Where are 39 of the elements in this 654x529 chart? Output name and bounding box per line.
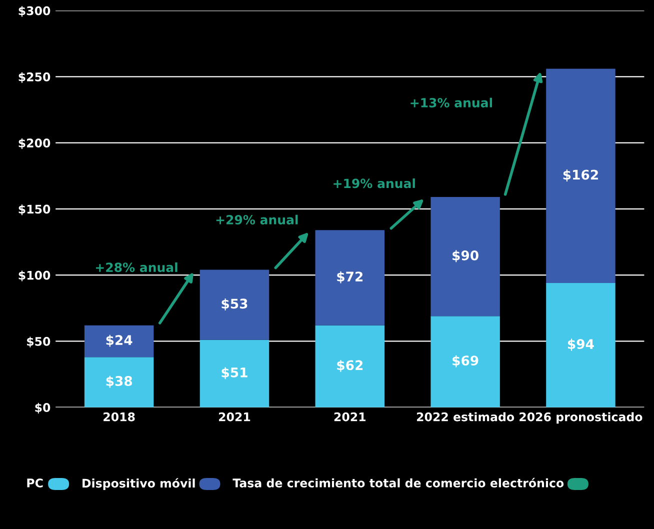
x-tick-label: 2018 bbox=[104, 412, 135, 422]
y-tick-label: $250 bbox=[18, 72, 50, 83]
y-tick-label: $300 bbox=[18, 6, 50, 17]
annotation: +13% anual bbox=[410, 98, 492, 108]
data-label: $90 bbox=[452, 250, 478, 262]
y-tick-label: $200 bbox=[18, 138, 50, 150]
data-label: $94 bbox=[568, 338, 594, 351]
data-label: $24 bbox=[106, 334, 132, 347]
y-tick-label: $0 bbox=[35, 402, 50, 414]
x-tick-label: 2022 estimado bbox=[416, 412, 514, 422]
legend-label: PC bbox=[27, 478, 43, 488]
bar bbox=[315, 325, 385, 408]
bar bbox=[546, 283, 616, 408]
bar bbox=[84, 325, 154, 358]
bar bbox=[546, 68, 616, 284]
bar bbox=[200, 340, 270, 408]
bar bbox=[200, 270, 270, 340]
data-label: $62 bbox=[337, 360, 363, 372]
y-tick-label: $150 bbox=[18, 204, 50, 216]
annotation: +19% anual bbox=[334, 178, 415, 188]
data-label: $53 bbox=[222, 298, 248, 310]
data-label: $72 bbox=[337, 271, 363, 284]
text: Tasa de crecimiento total de comercio electrónico bbox=[232, 478, 564, 488]
data-label: $69 bbox=[452, 355, 478, 368]
x-tick-label: 2021 bbox=[334, 412, 366, 422]
bar bbox=[315, 230, 385, 326]
annotation: +29% anual bbox=[216, 214, 298, 224]
data-label: $51 bbox=[222, 367, 248, 380]
data-label: $38 bbox=[106, 376, 132, 388]
x-tick-label: 2026 pronosticado bbox=[520, 412, 642, 424]
bar bbox=[84, 357, 154, 408]
legend-label: Dispositivo móvil bbox=[82, 478, 195, 490]
data-label: $162 bbox=[563, 170, 598, 182]
x-tick-label: 2021 bbox=[218, 412, 250, 422]
bar bbox=[430, 197, 500, 316]
y-tick-label: $100 bbox=[18, 270, 50, 282]
bar bbox=[430, 316, 500, 408]
annotation: +28% anual bbox=[96, 262, 178, 272]
y-tick-label: $50 bbox=[27, 336, 50, 348]
